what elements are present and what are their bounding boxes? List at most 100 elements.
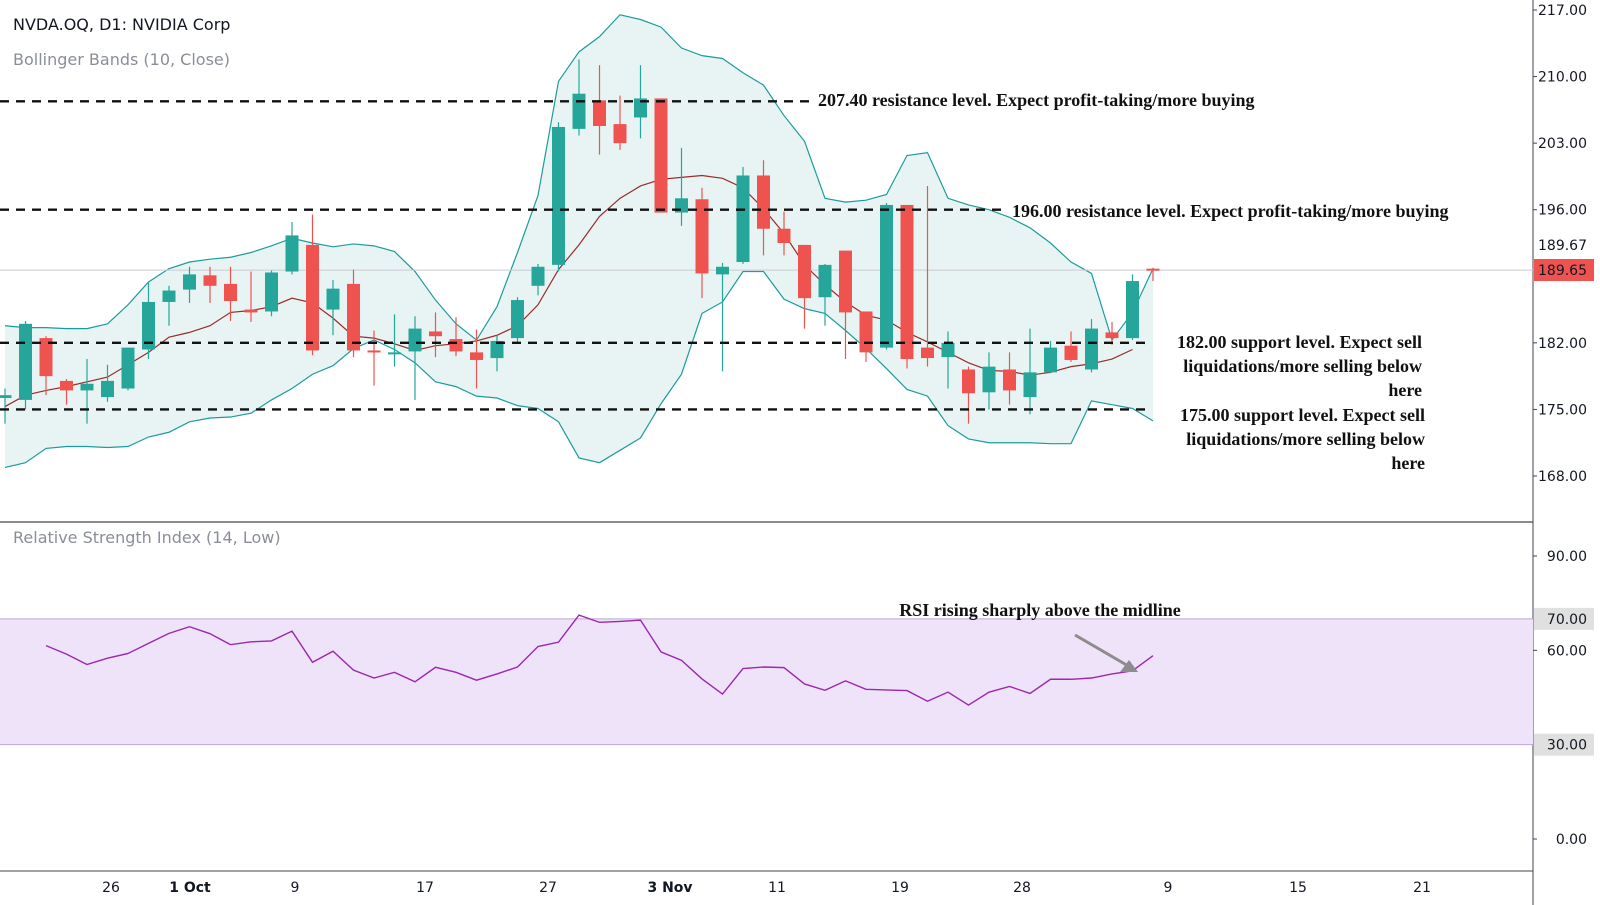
candle-body bbox=[777, 228, 791, 243]
candle-body bbox=[183, 274, 196, 290]
chart-title: NVDA.OQ, D1: NVIDIA Corp bbox=[13, 15, 231, 34]
candle-body bbox=[1044, 347, 1057, 373]
candle-body bbox=[511, 300, 524, 339]
candle-body bbox=[39, 338, 53, 377]
last-price-box bbox=[1534, 234, 1594, 256]
candle bbox=[941, 331, 955, 389]
bollinger-lower-line bbox=[4, 270, 1154, 469]
candle-body bbox=[716, 266, 729, 275]
candle bbox=[429, 312, 442, 358]
candle bbox=[900, 204, 914, 369]
candle bbox=[593, 65, 606, 155]
candle-body bbox=[306, 244, 319, 351]
candle-body bbox=[388, 352, 401, 355]
candle bbox=[798, 244, 811, 329]
x-tick-label: 17 bbox=[416, 880, 434, 896]
candle-body bbox=[654, 98, 668, 213]
candle bbox=[982, 352, 996, 410]
candle bbox=[531, 263, 545, 296]
candle bbox=[716, 262, 729, 372]
candle bbox=[552, 122, 565, 272]
candle-body bbox=[203, 275, 217, 286]
candle-body bbox=[19, 323, 32, 400]
candle-body bbox=[1146, 268, 1160, 271]
candle bbox=[19, 320, 32, 410]
price-tick-label: 182.00 bbox=[1538, 336, 1587, 352]
candle-body bbox=[941, 342, 955, 358]
bollinger-legend: Bollinger Bands (10, Close) bbox=[13, 50, 231, 69]
candle bbox=[0, 388, 12, 424]
candle bbox=[60, 378, 73, 405]
rsi-zone-label-box bbox=[1534, 607, 1594, 630]
x-tick-label: 9 bbox=[291, 880, 300, 896]
candle-body bbox=[962, 369, 975, 394]
candle bbox=[757, 160, 770, 256]
candle-body bbox=[839, 250, 852, 313]
price-tick-label: 210.00 bbox=[1538, 70, 1587, 86]
candle bbox=[306, 214, 319, 356]
candle bbox=[1064, 331, 1078, 362]
candle-body bbox=[798, 244, 811, 299]
candle bbox=[921, 185, 934, 367]
candle-body bbox=[736, 175, 750, 263]
candle-body bbox=[0, 395, 12, 399]
price-tick-label: 175.00 bbox=[1538, 402, 1587, 418]
candle-body bbox=[326, 288, 340, 310]
last-price-label: 189.67 bbox=[1538, 238, 1587, 254]
candle bbox=[80, 359, 94, 424]
x-tick-label: 15 bbox=[1289, 880, 1307, 896]
candle-body bbox=[880, 204, 893, 348]
candle-body bbox=[470, 352, 483, 360]
candle-body bbox=[347, 283, 360, 351]
x-tick-label: 26 bbox=[102, 880, 120, 896]
rsi-line bbox=[45, 614, 1154, 706]
candle-body bbox=[142, 301, 155, 350]
candle bbox=[880, 203, 893, 350]
candle-body bbox=[552, 126, 565, 265]
current-price-tag bbox=[1534, 259, 1594, 281]
candle bbox=[962, 366, 975, 424]
candle-body bbox=[572, 93, 586, 129]
candle-body bbox=[1126, 281, 1139, 339]
candle-body bbox=[224, 283, 237, 302]
candle-body bbox=[449, 339, 463, 352]
candle bbox=[490, 335, 504, 372]
candle bbox=[1085, 319, 1098, 373]
candle-body bbox=[60, 380, 73, 391]
candle-body bbox=[408, 328, 422, 352]
candle-body bbox=[101, 380, 114, 398]
candle-body bbox=[1064, 345, 1078, 360]
candle bbox=[511, 297, 524, 343]
candle bbox=[203, 266, 217, 303]
candle bbox=[695, 187, 709, 299]
candle bbox=[1003, 352, 1016, 405]
candle-body bbox=[1023, 372, 1037, 398]
level-annotation: here bbox=[1391, 453, 1425, 473]
current-price-label: 189.65 bbox=[1538, 263, 1587, 279]
candle bbox=[1044, 340, 1057, 374]
level-annotation: liquidations/more selling below bbox=[1183, 356, 1422, 376]
price-tick-label: 203.00 bbox=[1538, 136, 1587, 152]
candle-body bbox=[818, 264, 832, 298]
candle-body bbox=[1085, 328, 1098, 370]
x-tick-label: 11 bbox=[768, 880, 786, 896]
rsi-tick-label: 0.00 bbox=[1556, 832, 1587, 848]
candle-body bbox=[490, 340, 504, 359]
candle bbox=[142, 282, 155, 360]
candle-body bbox=[982, 366, 996, 393]
bollinger-band-fill bbox=[5, 14, 1153, 468]
candle-body bbox=[285, 235, 299, 272]
candle-body bbox=[593, 100, 606, 127]
x-tick-label: 9 bbox=[1164, 880, 1173, 896]
candle bbox=[388, 314, 401, 367]
candle-body bbox=[757, 175, 770, 229]
rsi-annotation: RSI rising sharply above the midline bbox=[899, 600, 1181, 620]
x-tick-label: 27 bbox=[539, 880, 557, 896]
candle-body bbox=[367, 350, 381, 353]
level-annotation: 175.00 support level. Expect sell bbox=[1180, 405, 1425, 425]
bollinger-upper-line bbox=[4, 14, 1154, 342]
candle-body bbox=[613, 124, 627, 144]
candle-body bbox=[80, 383, 94, 391]
rsi-annotation-arrowhead bbox=[1120, 660, 1138, 672]
